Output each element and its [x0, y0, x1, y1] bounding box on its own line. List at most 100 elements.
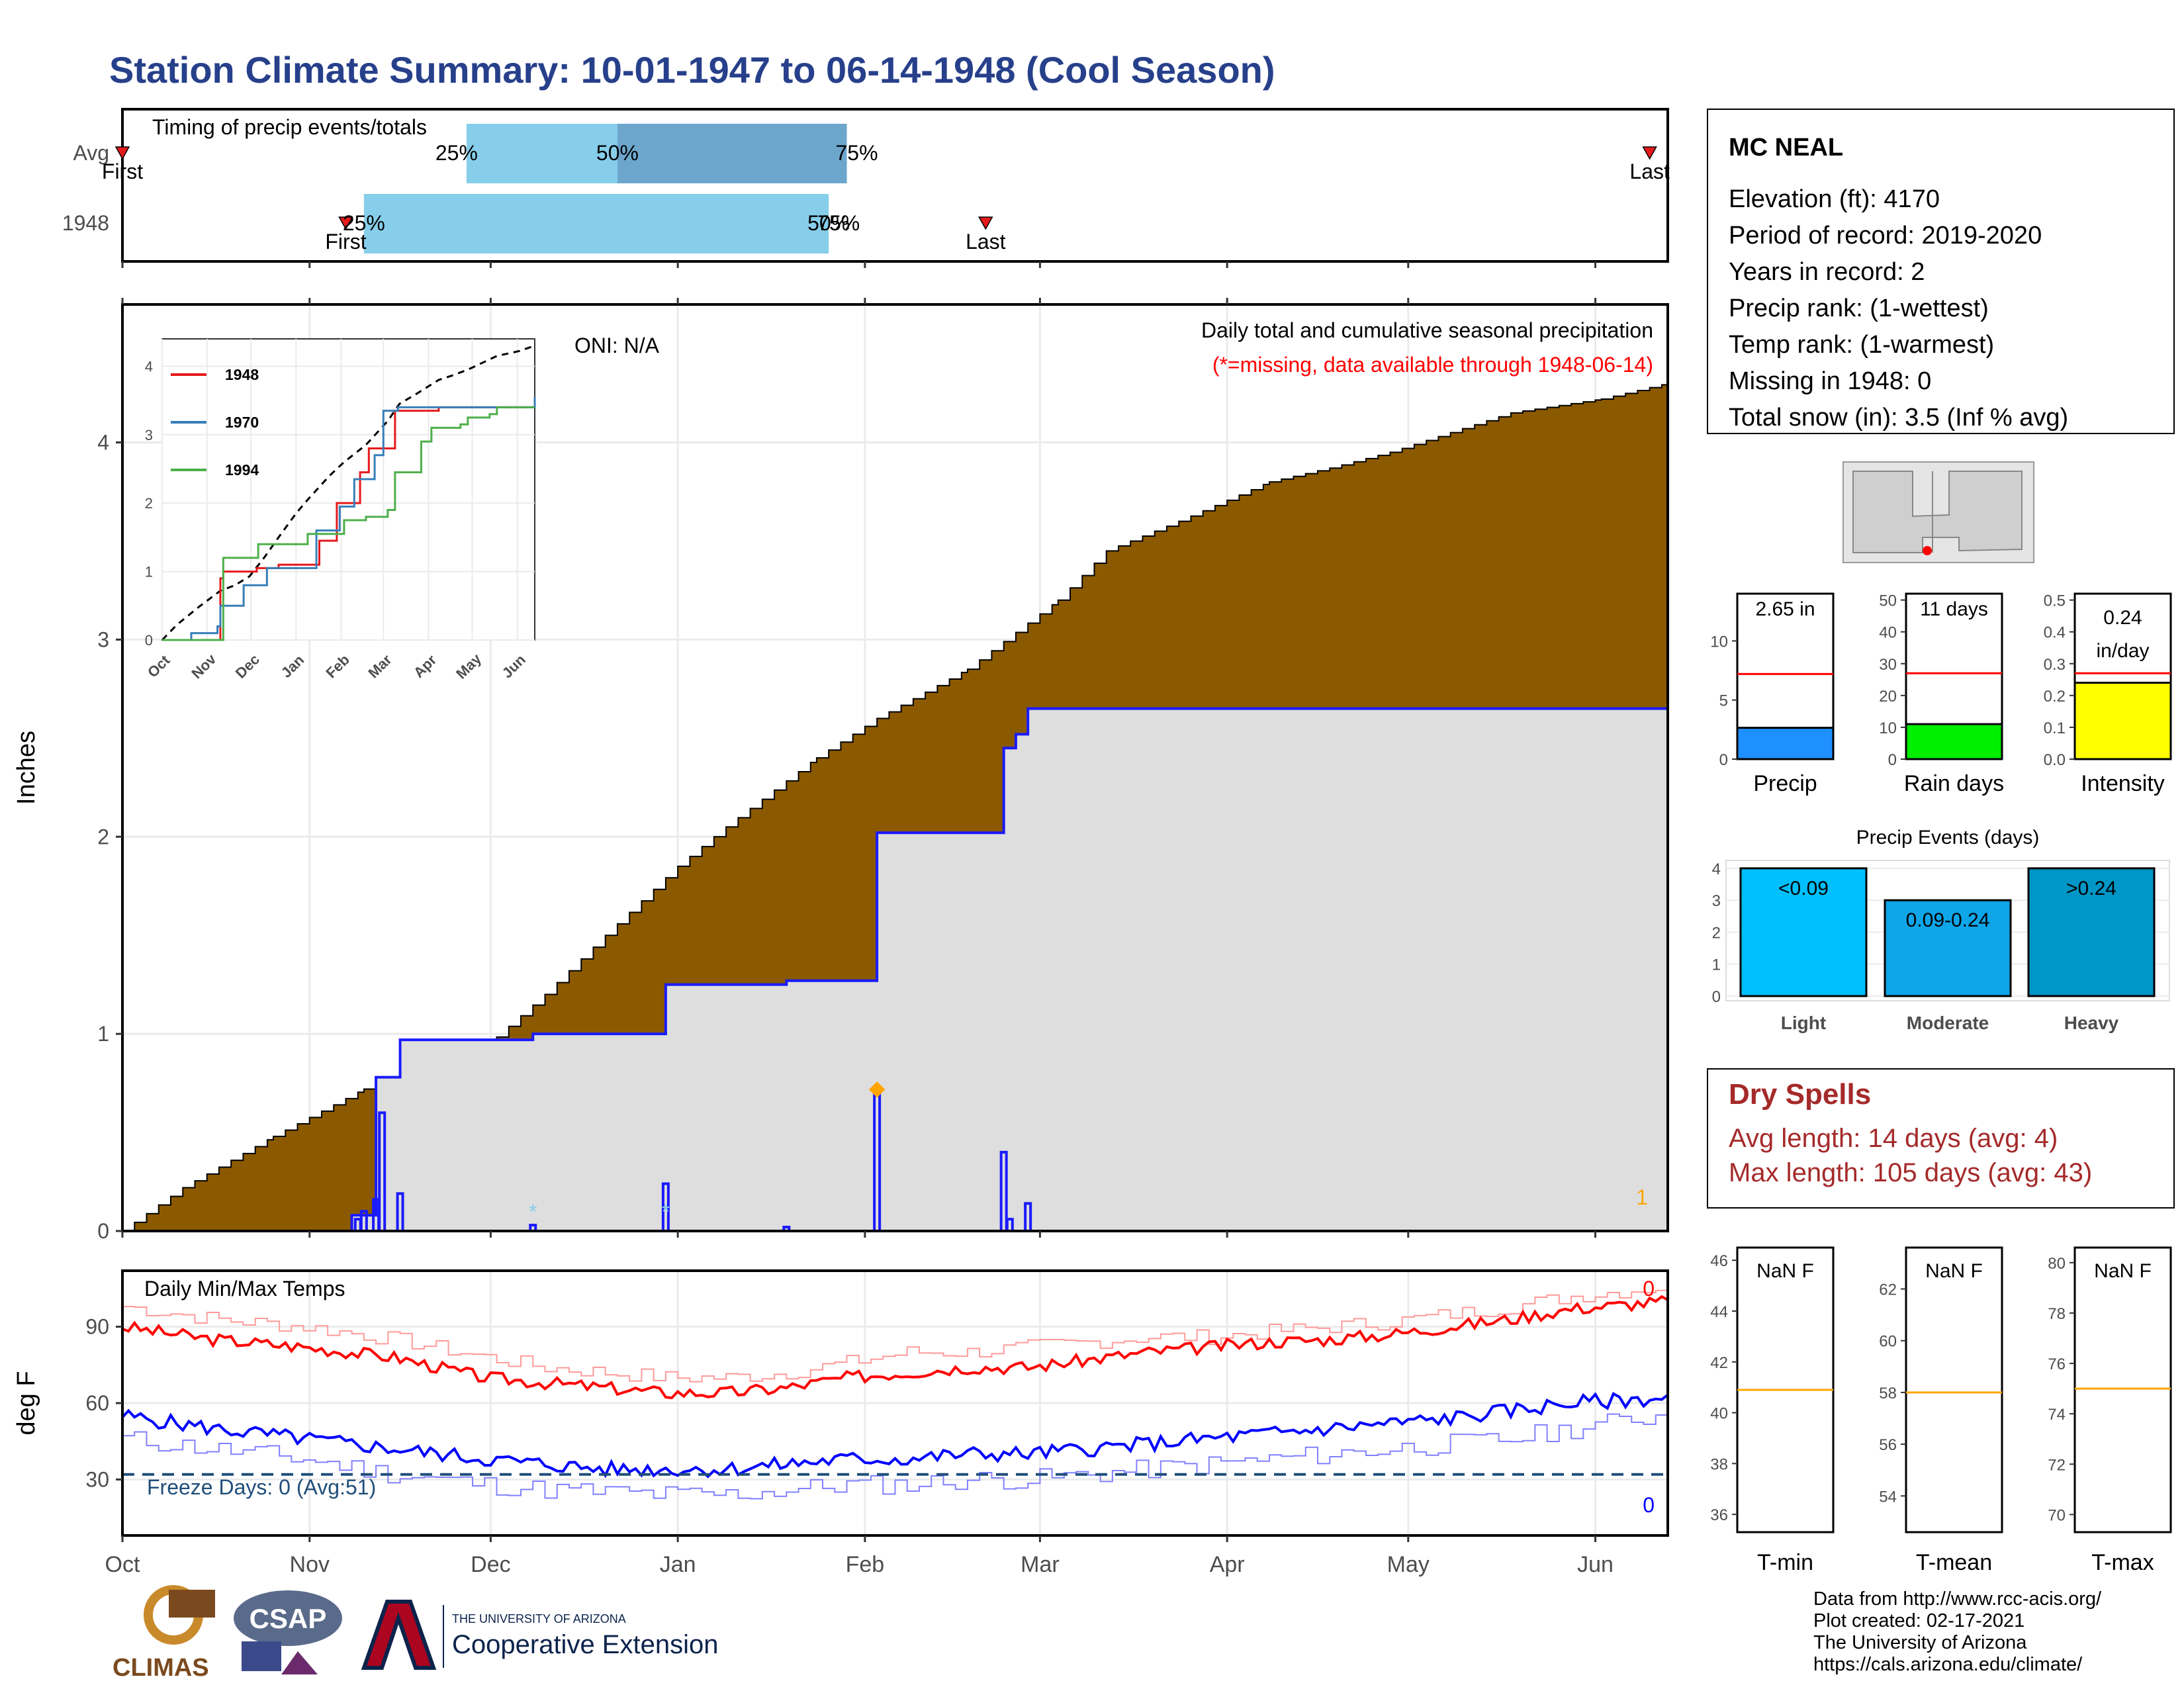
mini-chart-value-unit-2: in/day [2096, 640, 2149, 662]
temp-box-tick-label-0-3: 42 [1710, 1354, 1728, 1372]
dry-spells-max: Max length: 105 days (avg: 43) [1729, 1158, 2092, 1187]
freeze-days-label: Freeze Days: 0 (Avg:51) [147, 1475, 376, 1499]
events-ytick-4: 4 [1712, 860, 1721, 878]
precip-events-bars: <0.09 Light 0.09-0.24 Moderate >0.24 Heavy 0 1 2… [1712, 860, 2169, 1033]
temp-ytick-label-2: 90 [85, 1315, 109, 1339]
timing-year-p25-label: 25% [343, 211, 385, 235]
temp-box-tick-label-1-0: 54 [1879, 1488, 1897, 1506]
main-subtitle: Daily total and cumulative seasonal prec… [1201, 318, 1653, 342]
min-temp-record-line [122, 1413, 1668, 1500]
temp-box-tick-label-1-4: 62 [1879, 1281, 1897, 1299]
min-temp-count: 0 [1643, 1493, 1655, 1517]
temp-ylabel: deg F [13, 1371, 40, 1435]
month-axis: Oct Nov Dec Jan Feb Mar Apr May Jun [105, 1535, 1614, 1577]
mini-chart-tick-label-0-0: 0 [1719, 751, 1728, 769]
timing-year-first-label: First [325, 230, 366, 253]
inset-ytick-label-4: 4 [145, 358, 153, 375]
station-total-snow: Total snow (in): 3.5 (Inf % avg) [1729, 404, 2068, 432]
dry-spells-avg: Avg length: 14 days (avg: 4) [1729, 1124, 2058, 1153]
temp-box-tick-label-2-4: 78 [2048, 1305, 2066, 1323]
main-corner-count: 1 [1636, 1185, 1648, 1209]
timing-row-avg-label: Avg [73, 141, 109, 165]
timing-avg-last-marker [1642, 146, 1657, 160]
timing-avg-p50-label: 50% [596, 141, 639, 165]
mini-chart-bar-rain-days [1905, 723, 2003, 760]
events-ytick-3: 3 [1712, 892, 1721, 910]
station-elevation: Elevation (ft): 4170 [1729, 185, 1940, 213]
mini-chart-tick-label-2-5: 0.5 [2044, 592, 2066, 610]
timing-year-first-marker [338, 216, 353, 230]
inset-frame [161, 338, 535, 641]
mini-chart-value-2: 0.24 [2103, 607, 2142, 629]
inset-series-1970 [162, 396, 536, 641]
events-category-2: Heavy [2064, 1013, 2119, 1033]
timing-avg-last-label: Last [1629, 160, 1670, 183]
station-period: Period of record: 2019-2020 [1729, 222, 2042, 250]
timing-year-last-marker [978, 216, 993, 230]
events-bar-light [1739, 867, 1868, 997]
temp-box-tick-label-1-2: 58 [1879, 1385, 1897, 1402]
csap-bars [242, 1641, 281, 1671]
precip-events-title: Precip Events (days) [1856, 827, 2040, 848]
csap-cloud [234, 1590, 342, 1646]
temp-box-tick-label-0-5: 46 [1710, 1252, 1728, 1270]
events-bar-heavy [2027, 867, 2156, 997]
mini-chart-tick-label-1-0: 0 [1888, 751, 1897, 769]
locator-map [1843, 461, 2034, 563]
month-label-nov: Nov [290, 1552, 330, 1577]
events-bar-moderate [1884, 899, 2012, 997]
events-bar-label-0: <0.09 [1778, 878, 1829, 899]
climas-logo: CLIMAS [113, 1585, 215, 1682]
inset-ytick-label-2: 2 [145, 495, 153, 512]
main-missing-note: (*=missing, data available through 1948-… [1212, 353, 1653, 377]
main-ylabel: Inches [13, 731, 40, 805]
station-years: Years in record: 2 [1729, 258, 1925, 286]
month-label-oct: Oct [105, 1552, 140, 1577]
mini-chart-bar-precip [1736, 727, 1835, 760]
temp-box-frame-1 [1905, 1246, 2003, 1533]
oni-label: ONI: N/A [574, 334, 660, 357]
temp-box-label-2: T-max [2091, 1550, 2154, 1575]
mini-chart-value-1: 11 days [1920, 598, 1988, 620]
month-label-feb: Feb [846, 1552, 885, 1577]
station-name: MC NEAL [1729, 134, 1843, 161]
max-temp-count: 0 [1643, 1277, 1655, 1301]
temp-chart-title: Daily Min/Max Temps [144, 1277, 345, 1301]
mini-chart-value-0: 2.65 in [1755, 598, 1815, 620]
inset-legend-label-0: 1948 [225, 366, 259, 383]
main-chart-frame [121, 303, 1669, 1232]
inset-avg-dashed-line [161, 344, 535, 641]
temp-box-value-1: NaN F [1925, 1260, 1983, 1282]
events-ytick-2: 2 [1712, 924, 1721, 942]
csap-logo: CSAP [234, 1590, 342, 1674]
inset-series-1994 [162, 406, 535, 641]
footer-credits: Data from http://www.rcc-acis.org/ Plot … [1813, 1588, 2102, 1675]
temp-box-label-1: T-mean [1916, 1550, 1992, 1575]
temp-box-value-0: NaN F [1756, 1260, 1814, 1282]
mini-chart-tick-label-1-4: 40 [1879, 624, 1897, 642]
month-label-jun: Jun [1577, 1552, 1614, 1577]
station-location-dot [1923, 546, 1932, 555]
mini-chart-tick-label-1-1: 10 [1879, 719, 1897, 737]
page-title: Station Climate Summary: 10-01-1947 to 0… [109, 49, 1275, 91]
timing-avg-first-marker [114, 146, 130, 160]
ua-logo: THE UNIVERSITY OF ARIZONA Cooperative Ex… [361, 1600, 718, 1670]
precip-marker-0: * [529, 1200, 537, 1224]
mini-chart-label-1: Rain days [1904, 771, 2004, 796]
timing-avg-p75-label: 75% [836, 141, 878, 165]
inset-legend-label-1: 1970 [225, 414, 259, 431]
events-bar-label-2: >0.24 [2066, 878, 2116, 899]
max-temp-line [122, 1295, 1668, 1400]
temp-box-tick-label-0-0: 36 [1710, 1506, 1728, 1524]
mini-chart-tick-label-1-3: 30 [1879, 656, 1897, 674]
mini-chart-label-2: Intensity [2081, 771, 2165, 796]
min-temp-line [121, 1392, 1669, 1479]
temp-box-tick-label-2-0: 70 [2048, 1506, 2066, 1524]
inset-ytick-label-0: 0 [145, 632, 153, 649]
mini-chart-label-0: Precip [1753, 771, 1817, 796]
ua-small-text: THE UNIVERSITY OF ARIZONA [452, 1612, 626, 1625]
timing-avg-p25-label: 25% [435, 141, 478, 165]
main-precip-chart: * * ◆ Inches ONI: N/A Daily total and cumu… [13, 298, 1669, 1243]
temp-box-tick-label-2-1: 72 [2048, 1456, 2066, 1474]
temp-y-axis: 30 60 90 [85, 1315, 122, 1491]
